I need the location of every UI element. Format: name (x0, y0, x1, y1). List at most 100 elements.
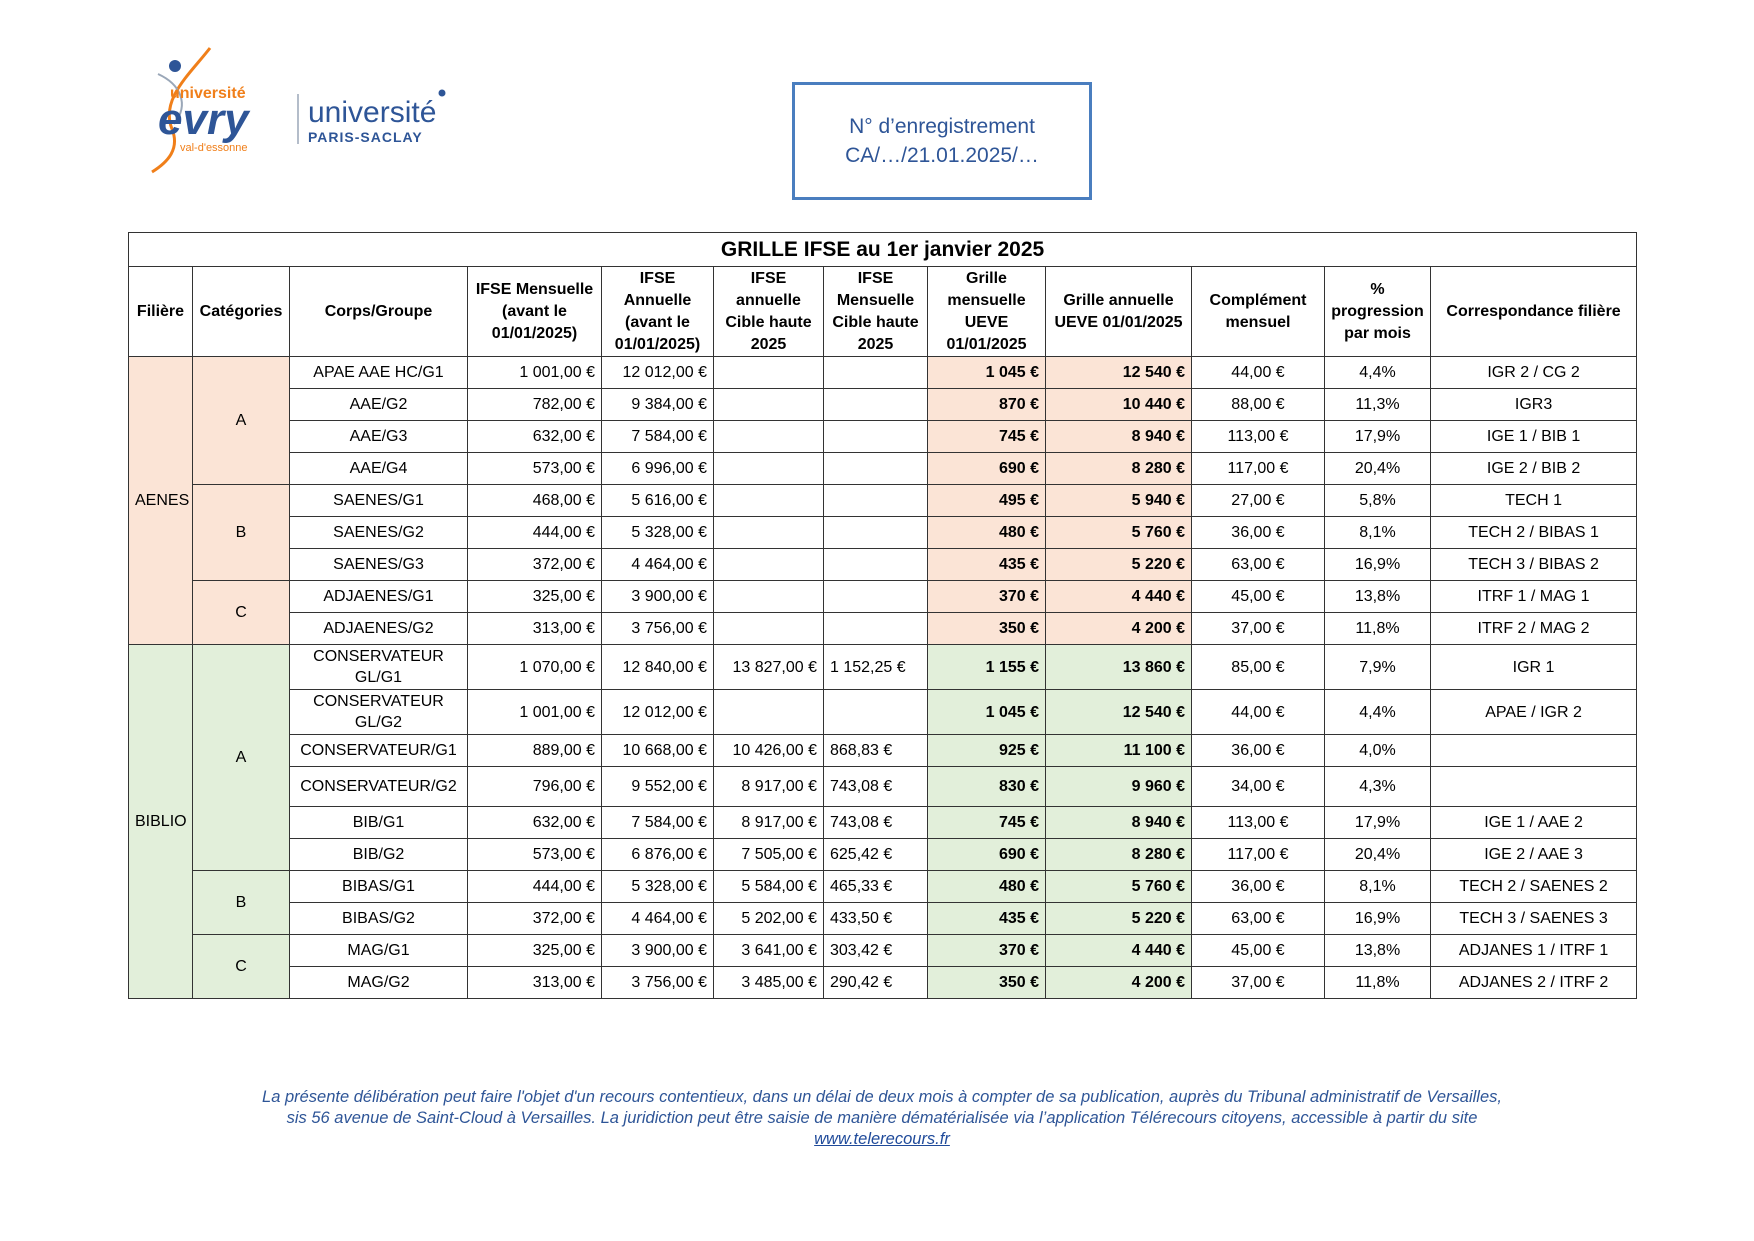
progression-cell: 20,4% (1324, 452, 1431, 485)
column-header: Grille annuelle UEVE 01/01/2025 (1045, 266, 1192, 357)
cible-annuelle-cell: 13 827,00 € (713, 644, 824, 690)
progression-cell: 17,9% (1324, 806, 1431, 839)
ifse-annuelle-cell: 3 900,00 € (601, 580, 714, 613)
corps-groupe-cell: APAE AAE HC/G1 (289, 356, 468, 389)
correspondance-cell: ITRF 1 / MAG 1 (1429, 580, 1638, 613)
grille-annuelle-cell: 4 440 € (1045, 580, 1192, 613)
ifse-annuelle-cell: 4 464,00 € (601, 902, 714, 935)
table-row: BIBAS/G2 372,00 €4 464,00 €5 202,00 €433,… (129, 902, 1638, 935)
table-title: GRILLE IFSE au 1er janvier 2025 (127, 232, 1638, 267)
ifse-mensuelle-cell: 1 001,00 € (467, 356, 602, 389)
corps-groupe-cell: BIBAS/G2 (289, 902, 468, 935)
table-row: AAE/G2 782,00 €9 384,00 € 870 €10 440 €88,… (129, 388, 1638, 421)
grille-mensuelle-cell: 435 € (927, 902, 1046, 935)
complement-cell: 37,00 € (1191, 966, 1325, 999)
category-cell: A (192, 644, 290, 871)
cible-annuelle-cell: 7 505,00 € (713, 838, 824, 871)
grille-mensuelle-cell: 745 € (927, 420, 1046, 453)
progression-cell: 16,9% (1324, 548, 1431, 581)
grille-mensuelle-cell: 870 € (927, 388, 1046, 421)
ifse-annuelle-cell: 3 756,00 € (601, 966, 714, 999)
corps-groupe-cell: BIB/G2 (289, 838, 468, 871)
corps-groupe-cell: AAE/G3 (289, 420, 468, 453)
cible-mensuelle-cell (823, 516, 928, 549)
cible-mensuelle-cell (823, 452, 928, 485)
cible-annuelle-cell (713, 516, 824, 549)
category-cell: B (192, 484, 290, 581)
progression-cell: 8,1% (1324, 870, 1431, 903)
cible-mensuelle-cell: 743,08 € (823, 806, 928, 839)
cible-annuelle-cell: 8 917,00 € (713, 766, 824, 807)
telerecours-link[interactable]: www.telerecours.fr (814, 1130, 950, 1148)
ifse-annuelle-cell: 3 756,00 € (601, 612, 714, 645)
registration-line-1: N° d’enregistrement (849, 115, 1035, 138)
grille-annuelle-cell: 5 220 € (1045, 902, 1192, 935)
corps-groupe-cell: AAE/G4 (289, 452, 468, 485)
ifse-annuelle-cell: 4 464,00 € (601, 548, 714, 581)
corps-groupe-cell: ADJAENES/G2 (289, 612, 468, 645)
complement-cell: 63,00 € (1191, 902, 1325, 935)
correspondance-cell: TECH 2 / BIBAS 1 (1429, 516, 1638, 549)
cible-mensuelle-cell: 625,42 € (823, 838, 928, 871)
cible-mensuelle-cell (823, 356, 928, 389)
grille-mensuelle-cell: 370 € (927, 580, 1046, 613)
ifse-annuelle-cell: 9 552,00 € (601, 766, 714, 807)
correspondance-cell: IGE 1 / AAE 2 (1429, 806, 1638, 839)
corps-groupe-cell: CONSERVATEUR/G1 (289, 734, 468, 767)
column-header: IFSE Annuelle (avant le 01/01/2025) (601, 266, 714, 357)
grille-mensuelle-cell: 1 155 € (927, 644, 1046, 690)
grille-annuelle-cell: 9 960 € (1045, 766, 1192, 807)
cible-annuelle-cell: 10 426,00 € (713, 734, 824, 767)
grille-annuelle-cell: 4 440 € (1045, 934, 1192, 967)
corps-groupe-cell: BIB/G1 (289, 806, 468, 839)
logo-ups-main: université (308, 96, 436, 129)
cible-annuelle-cell (713, 612, 824, 645)
logo-evry-sub: val-d'essonne (180, 142, 248, 154)
table-row: AAE/G4 573,00 €6 996,00 € 690 €8 280 €117,… (129, 452, 1638, 485)
table-row: B BIBAS/G1 444,00 €5 328,00 €5 584,00 €465… (129, 870, 1638, 935)
grille-annuelle-cell: 4 200 € (1045, 966, 1192, 999)
complement-cell: 44,00 € (1191, 356, 1325, 389)
progression-cell: 20,4% (1324, 838, 1431, 871)
ifse-mensuelle-cell: 573,00 € (467, 452, 602, 485)
logo: université evry val-d'essonne université… (150, 44, 460, 174)
progression-cell: 16,9% (1324, 902, 1431, 935)
corps-groupe-cell: CONSERVATEUR GL/G1 (289, 644, 468, 690)
ifse-annuelle-cell: 5 328,00 € (601, 870, 714, 903)
grille-annuelle-cell: 5 760 € (1045, 516, 1192, 549)
ifse-mensuelle-cell: 1 070,00 € (467, 644, 602, 690)
complement-cell: 37,00 € (1191, 612, 1325, 645)
filiere-cell: BIBLIO (128, 644, 193, 999)
cible-mensuelle-cell (823, 580, 928, 613)
cible-mensuelle-cell: 743,08 € (823, 766, 928, 807)
grille-annuelle-cell: 8 940 € (1045, 806, 1192, 839)
complement-cell: 85,00 € (1191, 644, 1325, 690)
table-row: BIB/G1 632,00 €7 584,00 €8 917,00 €743,08… (129, 806, 1638, 839)
table-row: C ADJAENES/G1 325,00 €3 900,00 € 370 €4 440… (129, 580, 1638, 645)
column-header: IFSE Mensuelle (avant le 01/01/2025) (467, 266, 602, 357)
table-row: C MAG/G1 325,00 €3 900,00 €3 641,00 €303,4… (129, 934, 1638, 999)
progression-cell: 11,8% (1324, 612, 1431, 645)
correspondance-cell: TECH 3 / SAENES 3 (1429, 902, 1638, 935)
complement-cell: 36,00 € (1191, 516, 1325, 549)
corps-groupe-cell: CONSERVATEUR GL/G2 (289, 689, 468, 735)
table-row: CONSERVATEUR/G1 889,00 €10 668,00 €10 426… (129, 734, 1638, 767)
corps-groupe-cell: BIBAS/G1 (289, 870, 468, 903)
table-row: BIB/G2 573,00 €6 876,00 €7 505,00 €625,42… (129, 838, 1638, 871)
ifse-annuelle-cell: 7 584,00 € (601, 806, 714, 839)
cible-mensuelle-cell (823, 484, 928, 517)
table-row: SAENES/G2 444,00 €5 328,00 € 480 €5 760 €3… (129, 516, 1638, 549)
corps-groupe-cell: ADJAENES/G1 (289, 580, 468, 613)
cible-annuelle-cell (713, 388, 824, 421)
cible-mensuelle-cell (823, 612, 928, 645)
progression-cell: 7,9% (1324, 644, 1431, 690)
ifse-mensuelle-cell: 313,00 € (467, 966, 602, 999)
table-row: AAE/G3 632,00 €7 584,00 € 745 €8 940 €113,… (129, 420, 1638, 453)
column-header: IFSE annuelle Cible haute 2025 (713, 266, 824, 357)
grille-mensuelle-cell: 745 € (927, 806, 1046, 839)
table-row: CONSERVATEUR GL/G2 1 001,00 €12 012,00 € 1… (129, 689, 1638, 735)
complement-cell: 36,00 € (1191, 870, 1325, 903)
grille-annuelle-cell: 5 220 € (1045, 548, 1192, 581)
corps-groupe-cell: SAENES/G2 (289, 516, 468, 549)
logo-evry-top: université (170, 85, 246, 102)
